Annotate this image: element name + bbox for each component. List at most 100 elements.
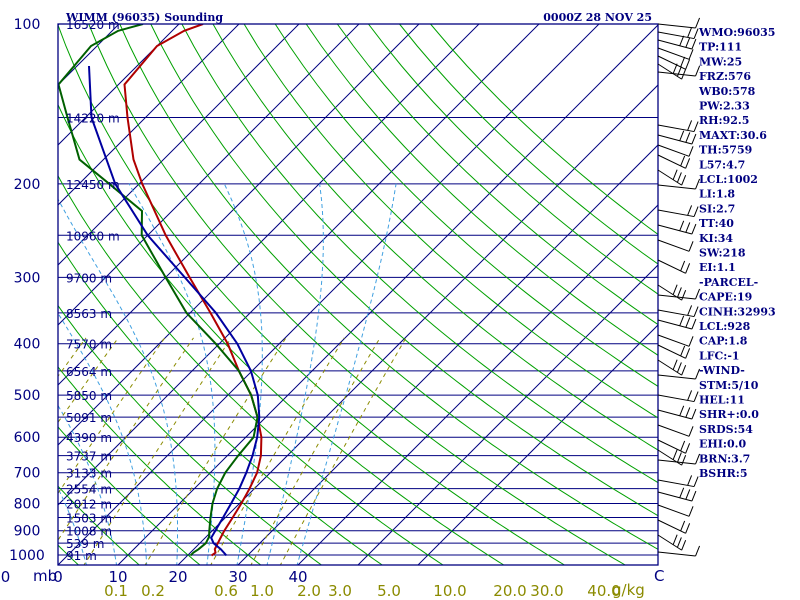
mixing-ratio-label: 0.1 [104, 582, 128, 600]
wind-barb [657, 390, 699, 403]
pressure-unit-label: mb [33, 567, 57, 585]
wind-barb-flag [693, 206, 699, 217]
height-label: 2554 m [66, 483, 112, 497]
wind-barb-flag [676, 172, 682, 183]
mixing-ratio-label: 5.0 [377, 582, 401, 600]
temperature-tick-label: 20 [168, 568, 187, 586]
wind-barb-flag [672, 449, 678, 460]
isotherm-line [58, 24, 180, 146]
mixing-ratio-line [58, 337, 119, 424]
temperature-tick-label: -10 [0, 568, 10, 586]
dry-adiabat-line [58, 103, 505, 565]
wind-barb [657, 405, 697, 420]
height-label: 539 m [66, 537, 104, 551]
wind-barb-flag [685, 158, 691, 169]
wind-barb-flag [688, 506, 694, 517]
isotherm-line [417, 324, 658, 565]
index-line: LCL:1002 [699, 173, 758, 186]
isotherm-line [58, 24, 60, 26]
wind-barb [657, 315, 697, 330]
wind-barb-flag [680, 520, 686, 532]
index-line: BRN:3.7 [699, 452, 750, 465]
index-line: SRDS:54 [699, 423, 753, 436]
wind-barb-staff [657, 71, 696, 77]
index-line: LFC:-1 [699, 349, 740, 362]
temperature-tick-label: 10 [108, 568, 127, 586]
wind-barb-flag [695, 288, 701, 300]
mixing-ratio-label: 10.0 [433, 582, 466, 600]
wind-barb-staff [657, 47, 690, 60]
wind-barb [657, 305, 699, 318]
height-label: 7570 m [66, 338, 112, 352]
dry-adiabat-line [58, 366, 262, 565]
wind-barb [657, 169, 687, 186]
index-line: STM:5/10 [699, 379, 759, 392]
index-line: MW:25 [699, 55, 742, 68]
pressure-tick-label: 100 [14, 17, 41, 33]
index-line: -PARCEL- [699, 276, 758, 289]
chart-time: 0000Z 28 NOV 25 [543, 11, 652, 24]
wind-barb-flag [687, 390, 693, 401]
wind-barb [657, 475, 699, 488]
wind-barb-flag [679, 35, 685, 46]
dry-adiabat-line [58, 24, 566, 565]
wind-barb-flag [685, 348, 691, 359]
wind-barb-flag [679, 315, 685, 326]
wind-barb-flag [681, 539, 687, 551]
dry-adiabat-line [399, 24, 658, 265]
isotherm-line [58, 24, 360, 326]
wind-barb [657, 130, 697, 145]
wind-barb [657, 453, 701, 465]
wind-barb-flag [672, 63, 678, 74]
wind-barb-staff [657, 23, 696, 29]
index-line: HEL:11 [699, 394, 745, 407]
wind-barb-staff [657, 551, 696, 557]
wind-barb-staff [657, 344, 686, 359]
chart-title: WIMM (96035) Sounding [65, 11, 223, 24]
wind-barb-flag [685, 443, 691, 454]
wind-barb-flag [676, 452, 682, 463]
mixing-ratio-line [83, 337, 232, 565]
wind-barb-flag [691, 223, 697, 235]
wind-barb-flag [676, 287, 682, 298]
wind-barb [657, 504, 694, 517]
height-label: 1008 m [66, 525, 112, 539]
index-line: PW:2.33 [699, 100, 750, 113]
wind-barb-flag [685, 317, 691, 328]
height-label: 8563 m [66, 307, 112, 321]
height-label: 2012 m [66, 498, 112, 512]
index-line: FRZ:576 [699, 70, 751, 83]
wind-barb-staff [657, 259, 686, 274]
wind-barb-staff [657, 334, 690, 347]
wind-barb-flag [693, 391, 699, 402]
index-line: LI:1.8 [699, 188, 735, 201]
dry-adiabat-line [305, 24, 658, 356]
pressure-tick-label: 700 [14, 466, 41, 482]
wind-barb-flag [685, 523, 691, 534]
wind-barb [657, 487, 697, 502]
isotherm-line [58, 24, 420, 386]
wind-barb-staff [657, 294, 696, 300]
index-line: BSHR:5 [699, 467, 748, 480]
wind-barb-flag [679, 487, 685, 498]
index-line: TH:5759 [699, 144, 752, 157]
wind-barbs [657, 17, 701, 557]
mixing-ratio-label: 0.2 [141, 582, 165, 600]
mixing-ratio-line [279, 337, 407, 565]
wind-barb [657, 154, 691, 169]
height-label: 1503 m [66, 512, 112, 526]
height-label: 10960 m [66, 229, 120, 243]
wind-barb-staff [657, 359, 682, 376]
wind-barb [657, 27, 699, 40]
wind-barb-flag [676, 66, 682, 77]
wind-barb-flag [681, 68, 687, 80]
temperature-tick-label: 40 [288, 568, 307, 586]
dry-adiabat-line [58, 485, 140, 565]
wind-barb-flag [688, 336, 694, 347]
wind-barb-flag [681, 174, 687, 186]
wind-barb-flag [688, 146, 694, 157]
wind-barb-flag [672, 534, 678, 545]
height-label: 6564 m [66, 365, 112, 379]
wind-barb-flag [695, 17, 701, 29]
